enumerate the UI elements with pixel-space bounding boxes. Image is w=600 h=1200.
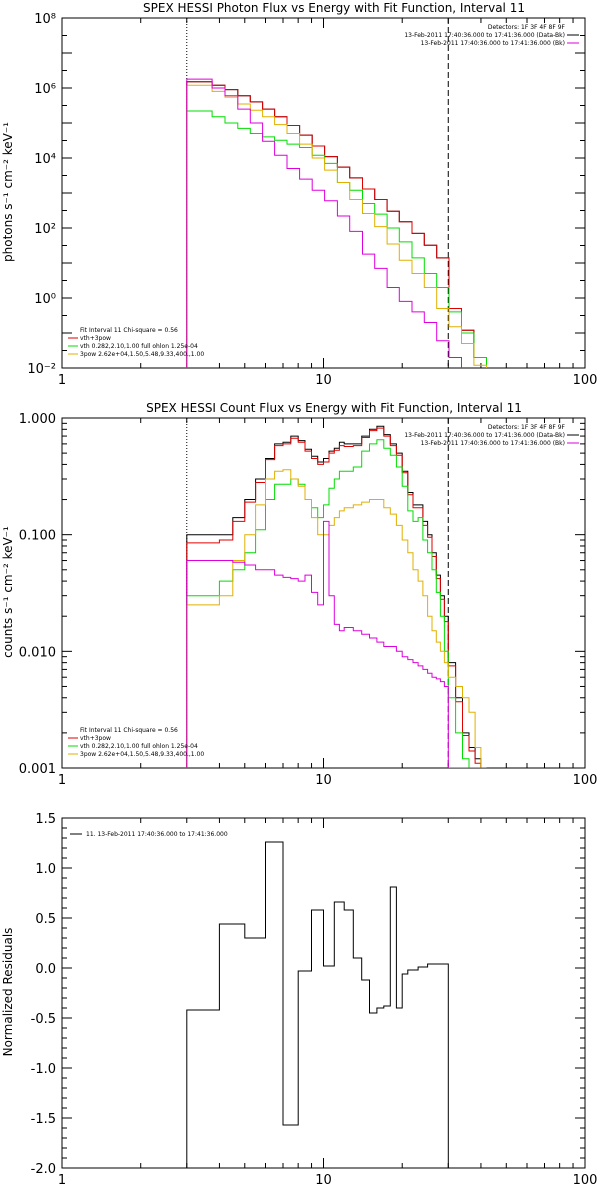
series-line-2 [186, 439, 487, 768]
y-tick-label: 10⁰ [34, 292, 56, 307]
legend-text: 11. 13-Feb-2011 17:40:36.000 to 17:41:36… [86, 831, 228, 838]
legend-text: Fit Interval 11 Chi-square = 0.56 [80, 727, 178, 734]
legend-text: 3pow 2.62e+04,1.50,5.48,9.33,400.,1.00 [80, 351, 204, 358]
photon-flux-panel: SPEX HESSI Photon Flux vs Energy with Fi… [1, 1, 597, 388]
y-tick-label: -1.0 [31, 1062, 56, 1077]
y-tick-label: 10⁴ [34, 152, 56, 167]
legend-text: 13-Feb-2011 17:40:36.000 to 17:41:36.000… [421, 440, 565, 447]
plot-frame [61, 817, 586, 1169]
y-tick-label: 10² [34, 222, 56, 237]
x-tick-label: 1 [58, 373, 66, 388]
y-tick-label: 1.5 [35, 812, 56, 827]
legend-text: vth+3pow [80, 735, 111, 742]
x-tick-label: 1 [58, 1173, 66, 1188]
series-line-0 [186, 425, 487, 768]
legend-text: vth 0.282,2.10,1.00 full ohlon 1.25e-04 [80, 343, 198, 350]
x-tick-label: 100 [573, 773, 598, 788]
photon-flux-ylabel: photons s⁻¹ cm⁻² keV⁻¹ [1, 122, 15, 262]
legend-text: vth+3pow [80, 335, 111, 342]
residuals-ticks: 1 10 100 -2.0 -1.5 -1.0 -0.5 0.0 0.5 1.0 1.5 [31, 812, 598, 1188]
y-tick-label: 0.100 [19, 529, 56, 544]
y-tick-label: 0.0 [35, 962, 56, 977]
photon-flux-plot [61, 17, 586, 369]
legend-text: vth 0.282,2.10,1.00 full ohlon 1.25e-04 [80, 743, 198, 750]
y-tick-label: 0.5 [35, 912, 56, 927]
count-flux-panel: SPEX HESSI Count Flux vs Energy with Fit… [1, 401, 597, 788]
y-tick-label: -0.5 [31, 1012, 56, 1027]
y-tick-label: 0.001 [19, 762, 56, 777]
y-tick-label: 1.000 [19, 412, 56, 427]
series-line-1 [186, 427, 487, 768]
legend-text: Fit Interval 11 Chi-square = 0.56 [80, 327, 178, 334]
series-line-4 [186, 78, 487, 368]
series-line-3 [186, 469, 487, 768]
x-tick-label: 10 [315, 373, 332, 388]
legend-text: 3pow 2.62e+04,1.50,5.48,9.33,400.,1.00 [80, 751, 204, 758]
photon-flux-title: SPEX HESSI Photon Flux vs Energy with Fi… [143, 1, 525, 15]
x-tick-label: 1 [58, 773, 66, 788]
plot-frame [61, 17, 586, 369]
legend-text: Detectors: 1F 3F 4F 8F 9F [488, 424, 566, 431]
series-line-3 [186, 84, 487, 368]
photon-flux-marks [186, 18, 487, 368]
series-line-0 [186, 841, 449, 1168]
y-tick-label: -2.0 [31, 1162, 56, 1177]
y-tick-label: 0.010 [19, 645, 56, 660]
y-tick-label: 10⁸ [34, 12, 56, 27]
series-line-2 [186, 110, 487, 368]
residuals-legend: 11. 13-Feb-2011 17:40:36.000 to 17:41:36… [70, 831, 228, 838]
x-tick-label: 100 [573, 1173, 598, 1188]
y-tick-label: 10⁶ [34, 82, 56, 97]
x-tick-label: 100 [573, 373, 598, 388]
legend-text: Detectors: 1F 3F 4F 8F 9F [488, 24, 566, 31]
x-tick-label: 10 [315, 773, 332, 788]
count-flux-title: SPEX HESSI Count Flux vs Energy with Fit… [146, 401, 522, 415]
residuals-ylabel: Normalized Residuals [1, 928, 15, 1057]
count-flux-marks [186, 418, 487, 768]
legend-text: 13-Feb-2011 17:40:36.000 to 17:41:36.000… [404, 432, 565, 439]
residuals-plot [61, 817, 586, 1169]
count-flux-ylabel: counts s⁻¹ cm⁻² keV⁻¹ [1, 526, 15, 658]
series-line-0 [186, 81, 487, 368]
legend-text: 13-Feb-2011 17:40:36.000 to 17:41:36.000… [404, 32, 565, 39]
residuals-panel: Normalized Residuals 1 10 100 -2.0 -1.5 -1.0 -… [1, 812, 597, 1188]
y-tick-label: 10⁻² [27, 362, 56, 377]
x-tick-label: 10 [315, 1173, 332, 1188]
legend-text: 13-Feb-2011 17:40:36.000 to 17:41:36.000… [421, 40, 565, 47]
residuals-marks [186, 841, 449, 1168]
y-tick-label: -1.5 [31, 1112, 56, 1127]
series-line-1 [186, 81, 487, 368]
count-flux-ticks: 1 10 100 0.001 0.010 0.100 1.000 [19, 412, 598, 788]
y-tick-label: 1.0 [35, 862, 56, 877]
series-line-4 [186, 520, 487, 768]
